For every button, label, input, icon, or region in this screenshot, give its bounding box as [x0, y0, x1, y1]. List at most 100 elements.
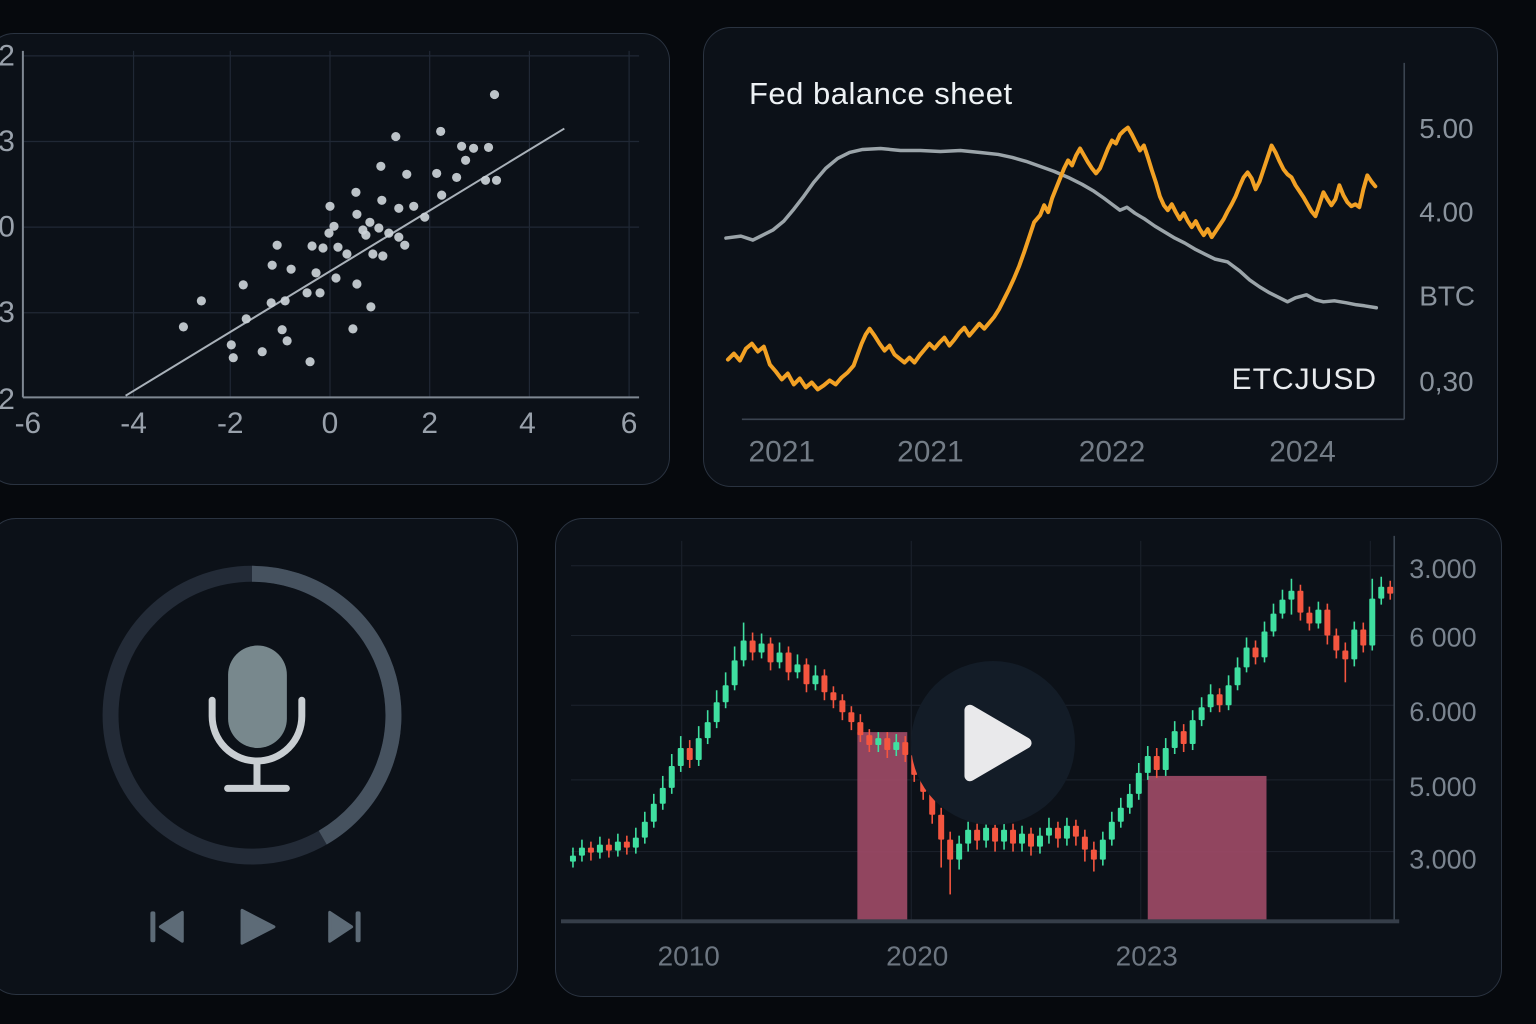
- candle: [632, 837, 639, 848]
- scatter-point: [491, 175, 502, 185]
- mic-icon[interactable]: [208, 645, 306, 792]
- skip-back-button[interactable]: [150, 910, 184, 943]
- candle: [794, 664, 801, 673]
- tick-label: 2023: [1116, 941, 1178, 972]
- candle: [956, 843, 963, 860]
- scatter-point: [489, 89, 500, 100]
- candle: [1225, 685, 1232, 706]
- scatter-point: [409, 201, 419, 211]
- voice-recorder: [102, 565, 402, 945]
- candle: [1072, 825, 1079, 837]
- tick-label: -4: [120, 407, 147, 440]
- candle: [749, 640, 756, 653]
- volume-bars: [857, 732, 1267, 921]
- candle: [650, 803, 657, 822]
- tick-label: 2022: [1079, 436, 1146, 469]
- tick-label: 5.00: [1419, 113, 1473, 144]
- scatter-point: [196, 296, 206, 306]
- candle: [1279, 599, 1286, 614]
- play-icon: [964, 704, 1032, 782]
- tick-label: 3: [0, 125, 15, 158]
- scatter-point: [351, 187, 361, 197]
- candle: [605, 844, 612, 851]
- candle: [803, 664, 810, 685]
- candle: [1099, 839, 1106, 860]
- recording-progress-ring: [102, 565, 402, 865]
- candle: [1081, 836, 1088, 850]
- candle: [857, 722, 864, 736]
- candle: [965, 829, 972, 844]
- candle: [821, 675, 828, 693]
- skip-forward-button[interactable]: [328, 910, 361, 943]
- scatter-point: [286, 264, 296, 274]
- scatter-point: [238, 280, 248, 290]
- scatter-point: [376, 161, 386, 171]
- scatter-point: [267, 260, 277, 270]
- scatter-point: [305, 357, 315, 367]
- tick-label: 4.00: [1419, 197, 1473, 228]
- candle: [1135, 772, 1142, 794]
- skip-back-icon: [150, 911, 156, 943]
- candle: [812, 675, 819, 685]
- fed-y-axis-labels: 5.00 4.00 BTC 0,30: [1419, 113, 1475, 397]
- candle: [731, 660, 738, 686]
- scatter-point: [391, 131, 401, 142]
- scatter-point: [394, 203, 404, 213]
- candle: [1324, 609, 1331, 636]
- candle: [1171, 731, 1178, 749]
- candle: [704, 722, 711, 739]
- scatter-point: [452, 172, 462, 183]
- candle: [1342, 650, 1349, 660]
- scatter-point: [228, 353, 238, 363]
- candle-x-axis-labels: 2010 2020 2023: [658, 941, 1178, 972]
- candle: [1045, 827, 1052, 836]
- scatter-axes: [21, 50, 640, 399]
- play-button[interactable]: [240, 908, 276, 945]
- tick-label: 0: [322, 407, 339, 440]
- scatter-point: [280, 296, 290, 306]
- candlestick-panel: 3.000 6 000 6.000 5.000 3.000 2010 2020 2023: [555, 518, 1502, 997]
- tick-label: 2020: [886, 941, 948, 972]
- ring-progress: [251, 565, 402, 845]
- fed-symbol-label: ETCJUSD: [1231, 363, 1377, 396]
- scatter-point: [468, 143, 479, 153]
- scatter-point: [324, 228, 334, 238]
- candle: [767, 643, 774, 663]
- scatter-point: [277, 325, 287, 335]
- fed-axes: [741, 62, 1406, 421]
- tick-label: 2024: [1269, 436, 1336, 469]
- scatter-point: [400, 240, 410, 250]
- candle: [1010, 829, 1017, 844]
- candle: [677, 748, 684, 766]
- scatter-point: [384, 228, 394, 238]
- candle: [1090, 849, 1097, 860]
- fed-x-axis-labels: 2021 2021 2022 2024: [749, 436, 1336, 469]
- scatter-point: [325, 201, 335, 211]
- scatter-point: [241, 314, 251, 324]
- scatter-point: [365, 217, 375, 227]
- scatter-point: [437, 190, 447, 200]
- play-button[interactable]: [911, 661, 1075, 825]
- scatter-point: [483, 142, 494, 153]
- skip-forward-icon: [328, 910, 354, 943]
- candle: [947, 839, 954, 860]
- candle: [1117, 807, 1124, 822]
- candle: [1360, 629, 1367, 646]
- candle: [893, 742, 900, 751]
- tick-label: 6: [621, 407, 638, 440]
- tick-label: -2: [217, 407, 244, 440]
- tick-label: 2: [421, 407, 438, 440]
- tick-label: 0: [0, 211, 15, 244]
- candle: [1333, 635, 1340, 651]
- candle: [776, 652, 783, 663]
- candle: [992, 827, 999, 842]
- volume-bar: [1147, 775, 1267, 921]
- candle: [1351, 629, 1358, 660]
- scatter-point: [307, 241, 317, 251]
- tick-label: 2: [0, 383, 15, 416]
- fed-balance-sheet-line: [724, 146, 1379, 310]
- scatter-point: [226, 340, 236, 350]
- fed-balance-panel: 5.00 4.00 BTC 0,30 2021 2021 2022 2024 Fed bala…: [703, 27, 1498, 487]
- trend-line: [125, 127, 565, 397]
- candle: [758, 643, 765, 653]
